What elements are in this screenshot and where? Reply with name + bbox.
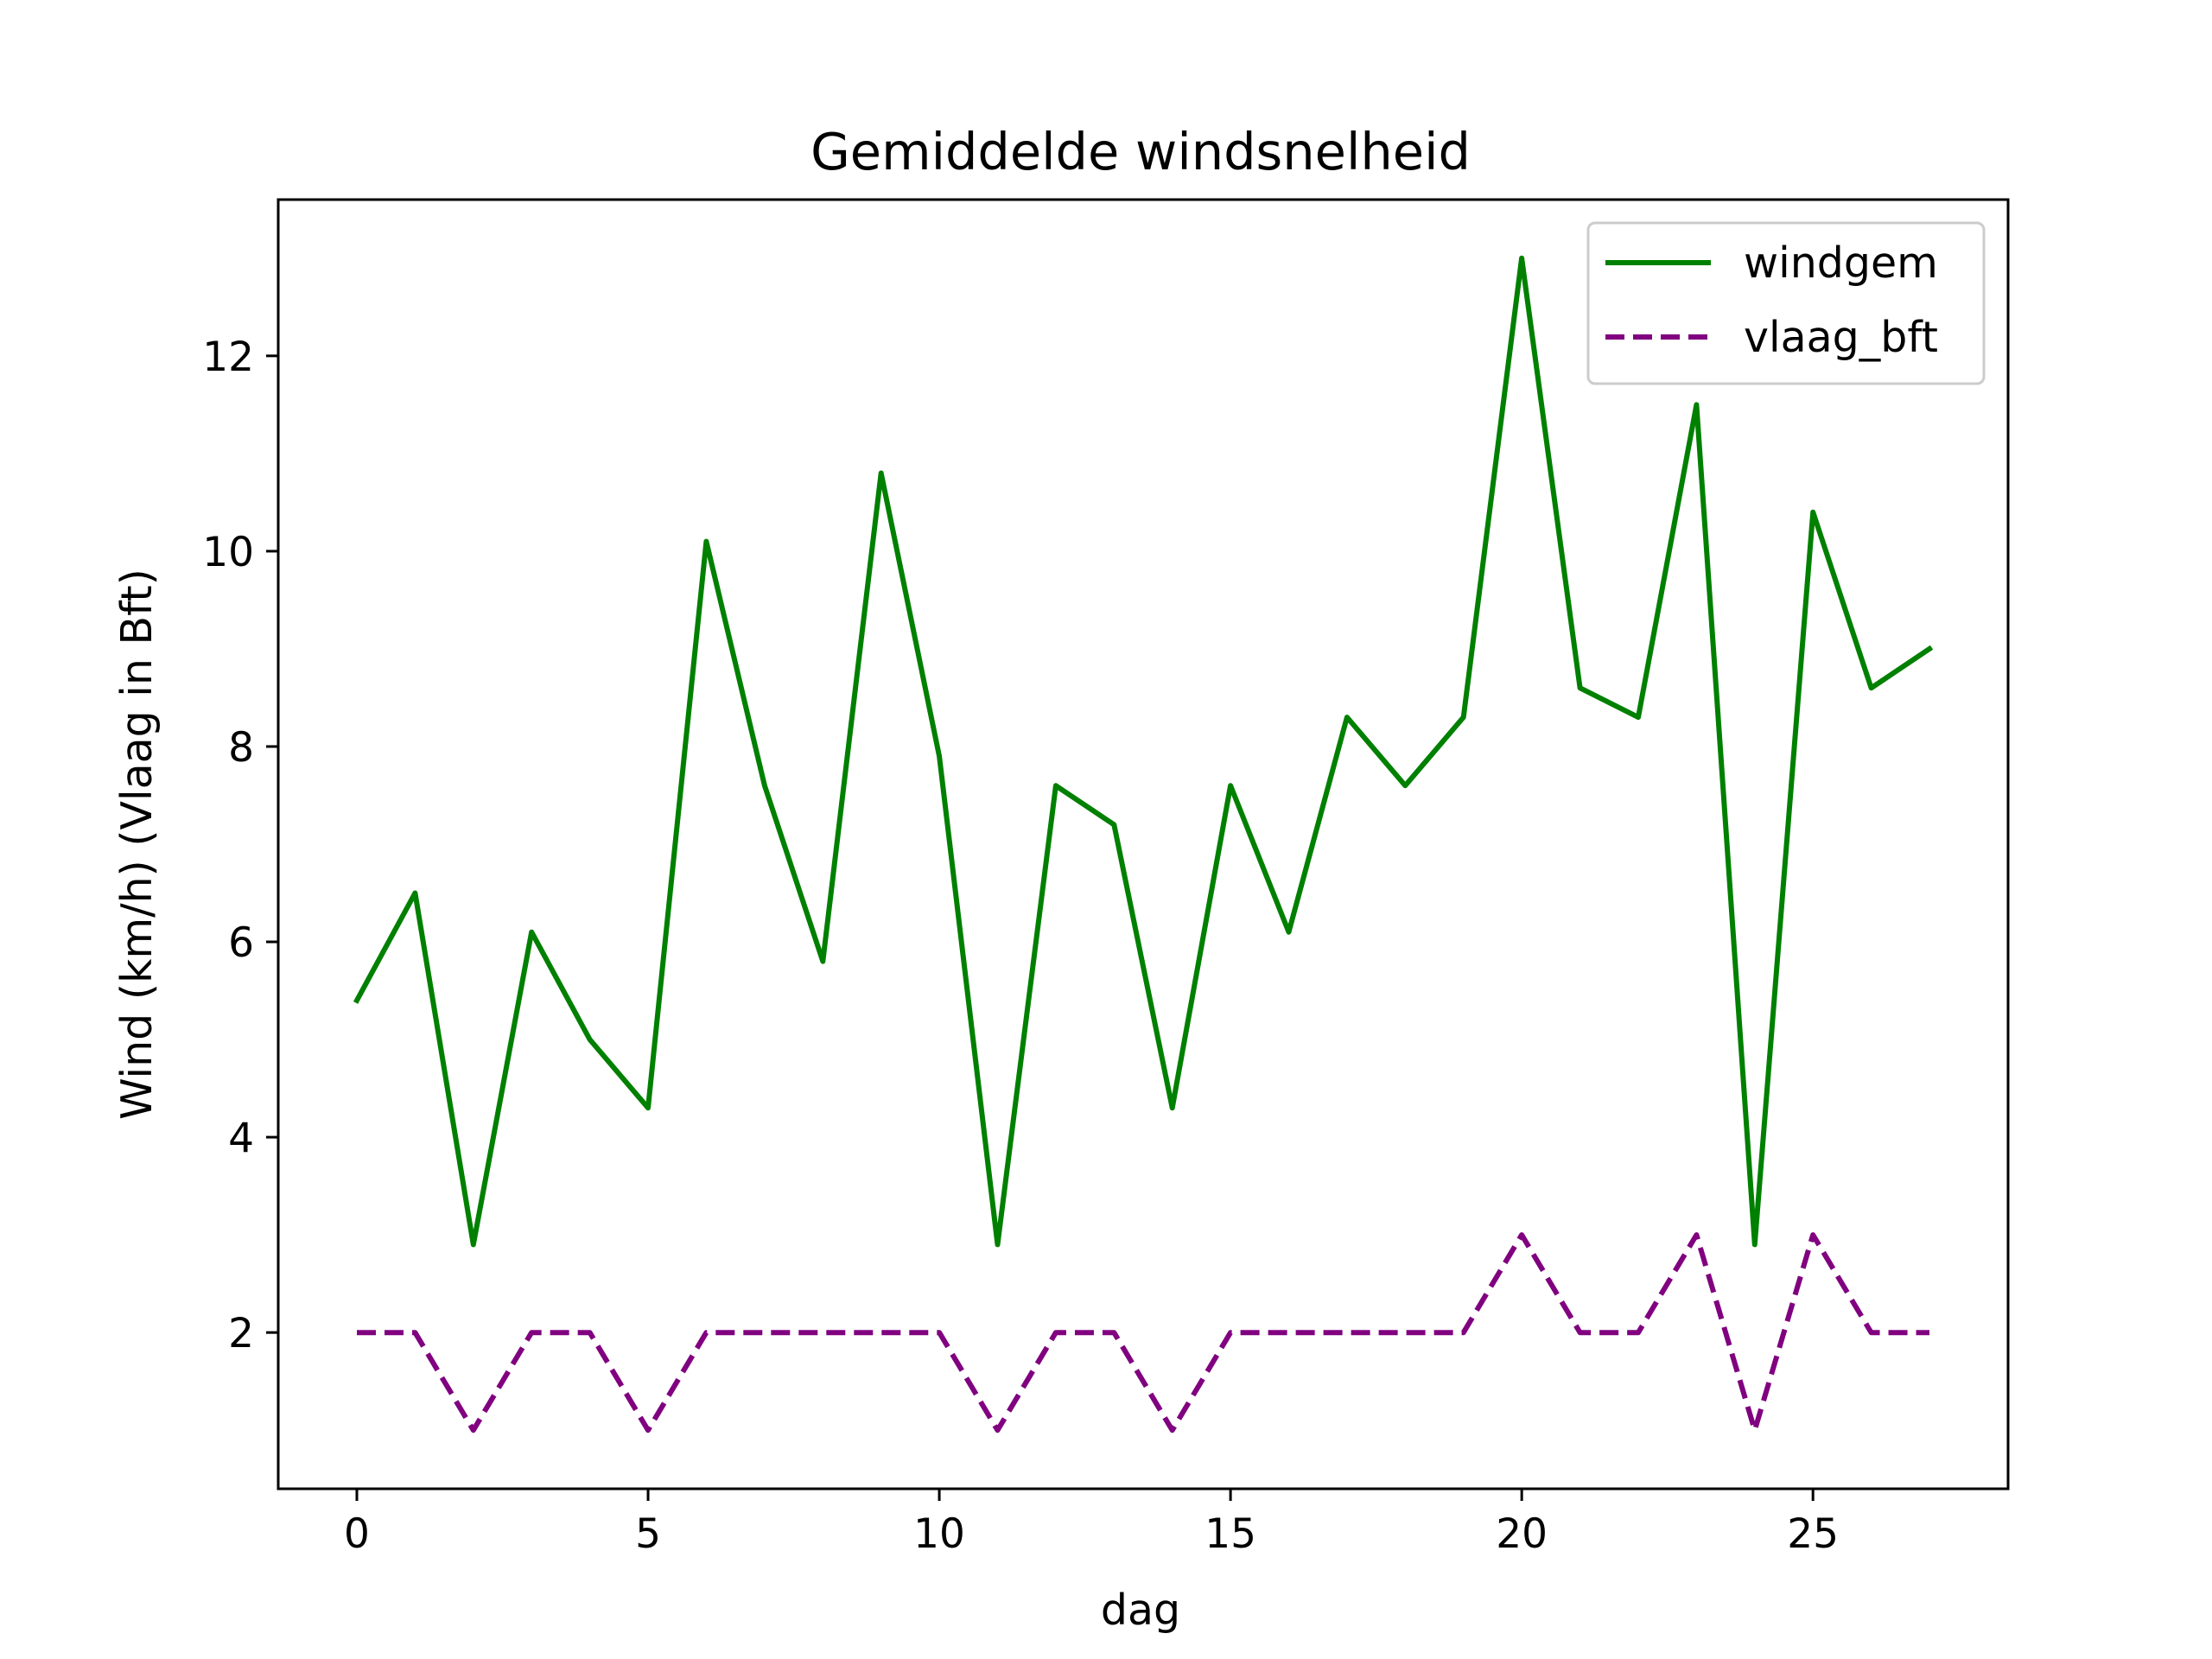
data-point-vlaag-bft xyxy=(531,1332,532,1333)
legend-label-windgem: windgem xyxy=(1744,238,1938,288)
data-point-vlaag-bft xyxy=(414,1332,416,1333)
y-tick-label: 6 xyxy=(228,919,254,967)
data-point-windgem xyxy=(1055,785,1057,786)
series-line-windgem xyxy=(353,255,1934,1248)
data-point-vlaag-bft xyxy=(356,1332,358,1333)
data-point-vlaag-bft xyxy=(589,1332,591,1333)
data-point-vlaag-bft xyxy=(1929,1332,1930,1333)
data-point-windgem xyxy=(1288,931,1290,933)
data-point-vlaag-bft xyxy=(880,1332,882,1333)
y-axis: 2 4 6 8 10 12 xyxy=(202,334,278,1357)
data-point-windgem xyxy=(938,755,940,757)
data-point-windgem xyxy=(1637,716,1639,718)
x-tick-label: 25 xyxy=(1787,1510,1839,1558)
data-point-vlaag-bft xyxy=(997,1429,999,1431)
data-point-windgem xyxy=(647,1107,649,1109)
plot-area xyxy=(353,255,1934,1433)
data-point-windgem xyxy=(356,1000,358,1001)
y-tick-label: 4 xyxy=(228,1115,254,1162)
data-point-windgem xyxy=(705,541,707,543)
data-point-windgem xyxy=(589,1039,591,1040)
data-point-windgem xyxy=(1812,512,1814,513)
x-tick-label: 0 xyxy=(344,1510,370,1558)
x-tick-label: 10 xyxy=(913,1510,965,1558)
data-point-windgem xyxy=(414,893,416,894)
data-point-vlaag-bft xyxy=(647,1429,649,1431)
series-line-vlaag-bft xyxy=(357,1232,1929,1433)
y-tick-label: 12 xyxy=(202,334,254,381)
legend-label-vlaag-bft: vlaag_bft xyxy=(1744,313,1938,362)
y-tick-label: 10 xyxy=(202,529,254,576)
data-point-windgem xyxy=(764,785,766,786)
x-tick-label: 20 xyxy=(1496,1510,1548,1558)
legend: windgem vlaag_bft xyxy=(1586,221,1986,385)
data-point-vlaag-bft xyxy=(1812,1234,1814,1236)
data-point-vlaag-bft xyxy=(1055,1332,1057,1333)
data-point-windgem xyxy=(1695,404,1697,405)
data-point-windgem xyxy=(1521,257,1522,259)
y-tick-label: 2 xyxy=(228,1310,254,1357)
data-point-vlaag-bft xyxy=(1580,1332,1581,1333)
data-point-windgem xyxy=(880,473,882,474)
data-point-vlaag-bft xyxy=(822,1332,823,1333)
plot-frame xyxy=(276,198,2010,1491)
data-point-windgem xyxy=(1113,823,1115,825)
data-point-windgem xyxy=(1404,785,1406,786)
data-point-vlaag-bft xyxy=(1288,1332,1290,1333)
data-point-vlaag-bft xyxy=(1346,1332,1348,1333)
data-point-vlaag-bft xyxy=(473,1429,474,1431)
x-axis-label: dag xyxy=(1101,1586,1180,1635)
x-tick-label: 5 xyxy=(635,1510,661,1558)
data-point-vlaag-bft xyxy=(1172,1429,1173,1431)
data-point-windgem xyxy=(822,961,823,963)
data-point-vlaag-bft xyxy=(1754,1429,1756,1431)
chart-title: Gemiddelde windsnelheid xyxy=(810,122,1471,181)
data-point-vlaag-bft xyxy=(705,1332,707,1333)
data-point-vlaag-bft xyxy=(1404,1332,1406,1333)
data-point-windgem xyxy=(1871,687,1872,689)
data-point-vlaag-bft xyxy=(938,1332,940,1333)
data-point-windgem xyxy=(1580,687,1581,689)
data-point-windgem xyxy=(1463,716,1465,718)
y-axis-label: Wind (km/h) (Vlaag in Bft) xyxy=(112,569,162,1120)
data-point-windgem xyxy=(1754,1243,1756,1245)
data-point-windgem xyxy=(1929,648,1930,650)
data-point-vlaag-bft xyxy=(1695,1234,1697,1236)
data-point-windgem xyxy=(997,1243,999,1245)
data-point-windgem xyxy=(1230,785,1231,786)
data-point-windgem xyxy=(473,1243,474,1245)
data-point-vlaag-bft xyxy=(1871,1332,1872,1333)
x-axis: 0 5 10 15 20 25 xyxy=(344,1489,1839,1558)
x-tick-label: 15 xyxy=(1205,1510,1256,1558)
data-point-vlaag-bft xyxy=(1463,1332,1465,1333)
data-point-vlaag-bft xyxy=(1230,1332,1231,1333)
data-point-vlaag-bft xyxy=(1637,1332,1639,1333)
data-point-vlaag-bft xyxy=(764,1332,766,1333)
data-point-windgem xyxy=(1346,716,1348,718)
y-tick-label: 8 xyxy=(228,724,254,772)
data-point-vlaag-bft xyxy=(1521,1234,1522,1236)
data-point-windgem xyxy=(531,931,532,933)
data-point-vlaag-bft xyxy=(1113,1332,1115,1333)
data-point-windgem xyxy=(1172,1107,1173,1109)
